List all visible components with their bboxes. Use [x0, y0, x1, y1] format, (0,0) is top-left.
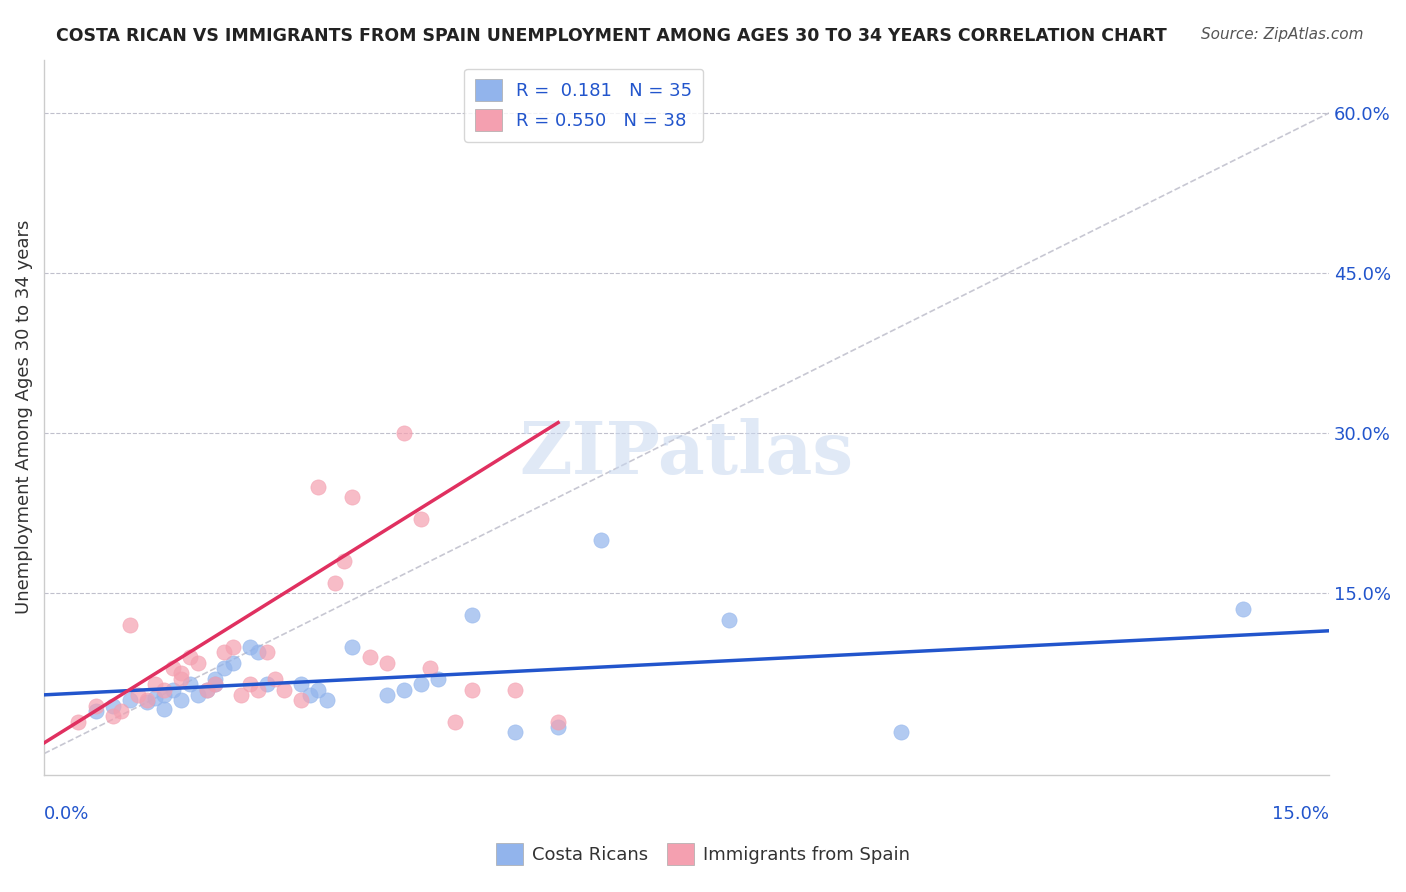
- Point: [290, 693, 312, 707]
- Point: [547, 714, 569, 729]
- Point: [239, 640, 262, 654]
- Point: [170, 672, 193, 686]
- Point: [153, 702, 176, 716]
- Point: [204, 677, 226, 691]
- Point: [444, 714, 467, 729]
- Point: [127, 688, 149, 702]
- Text: 0.0%: 0.0%: [44, 805, 90, 823]
- Point: [195, 682, 218, 697]
- Point: [187, 656, 209, 670]
- Point: [307, 682, 329, 697]
- Point: [589, 533, 612, 547]
- Point: [256, 645, 278, 659]
- Y-axis label: Unemployment Among Ages 30 to 34 years: Unemployment Among Ages 30 to 34 years: [15, 220, 32, 615]
- Point: [503, 725, 526, 739]
- Point: [264, 672, 287, 686]
- Point: [153, 688, 176, 702]
- Legend: R =  0.181   N = 35, R = 0.550   N = 38: R = 0.181 N = 35, R = 0.550 N = 38: [464, 69, 703, 142]
- Point: [179, 677, 201, 691]
- Point: [359, 650, 381, 665]
- Point: [392, 426, 415, 441]
- Point: [179, 650, 201, 665]
- Point: [101, 698, 124, 713]
- Point: [409, 677, 432, 691]
- Point: [307, 480, 329, 494]
- Point: [890, 725, 912, 739]
- Point: [409, 511, 432, 525]
- Point: [67, 714, 90, 729]
- Point: [135, 695, 157, 709]
- Point: [375, 688, 398, 702]
- Point: [342, 491, 364, 505]
- Point: [195, 682, 218, 697]
- Point: [162, 682, 184, 697]
- Legend: Costa Ricans, Immigrants from Spain: Costa Ricans, Immigrants from Spain: [488, 834, 918, 874]
- Point: [273, 682, 295, 697]
- Point: [212, 661, 235, 675]
- Point: [145, 677, 167, 691]
- Point: [503, 682, 526, 697]
- Point: [170, 693, 193, 707]
- Text: Source: ZipAtlas.com: Source: ZipAtlas.com: [1201, 27, 1364, 42]
- Text: 15.0%: 15.0%: [1272, 805, 1329, 823]
- Point: [333, 554, 356, 568]
- Point: [419, 661, 441, 675]
- Point: [84, 698, 107, 713]
- Point: [212, 645, 235, 659]
- Point: [247, 645, 270, 659]
- Point: [118, 618, 141, 632]
- Point: [170, 666, 193, 681]
- Point: [547, 720, 569, 734]
- Point: [375, 656, 398, 670]
- Point: [290, 677, 312, 691]
- Point: [221, 656, 243, 670]
- Point: [204, 672, 226, 686]
- Text: COSTA RICAN VS IMMIGRANTS FROM SPAIN UNEMPLOYMENT AMONG AGES 30 TO 34 YEARS CORR: COSTA RICAN VS IMMIGRANTS FROM SPAIN UNE…: [56, 27, 1167, 45]
- Point: [110, 704, 132, 718]
- Point: [135, 693, 157, 707]
- Point: [718, 613, 741, 627]
- Point: [162, 661, 184, 675]
- Point: [427, 672, 450, 686]
- Point: [392, 682, 415, 697]
- Point: [342, 640, 364, 654]
- Text: ZIPatlas: ZIPatlas: [519, 417, 853, 489]
- Point: [84, 704, 107, 718]
- Point: [239, 677, 262, 691]
- Point: [187, 688, 209, 702]
- Point: [204, 677, 226, 691]
- Point: [101, 709, 124, 723]
- Point: [145, 691, 167, 706]
- Point: [461, 682, 484, 697]
- Point: [153, 682, 176, 697]
- Point: [1232, 602, 1254, 616]
- Point: [231, 688, 253, 702]
- Point: [118, 693, 141, 707]
- Point: [247, 682, 270, 697]
- Point: [315, 693, 337, 707]
- Point: [461, 607, 484, 622]
- Point: [325, 575, 347, 590]
- Point: [256, 677, 278, 691]
- Point: [221, 640, 243, 654]
- Point: [298, 688, 321, 702]
